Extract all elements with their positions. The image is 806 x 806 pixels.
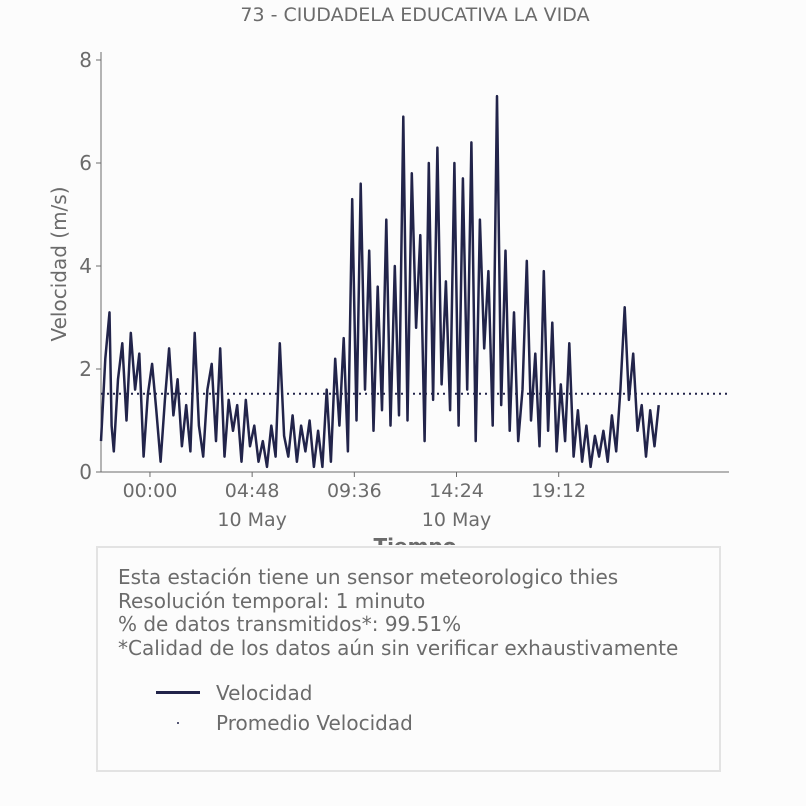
info-text: Esta estación tiene un sensor meteorolog… <box>118 565 679 660</box>
y-tick-label: 2 <box>79 357 92 381</box>
legend-item-promedio: Promedio Velocidad <box>156 711 413 735</box>
y-tick-label: 0 <box>79 460 92 484</box>
legend-label-velocidad: Velocidad <box>216 681 313 705</box>
info-quality-line: *Calidad de los datos aún sin verificar … <box>118 635 679 660</box>
x-axis-label: Tiempo <box>374 534 457 545</box>
legend-dot-swatch <box>156 711 200 735</box>
info-transmitted-line: % de datos transmitidos*: 99.51% <box>118 612 462 636</box>
chart-title: 73 - CIUDADELA EDUCATIVA LA VIDA <box>240 4 589 26</box>
chart: 73 - CIUDADELA EDUCATIVA LA VIDA Velocid… <box>47 4 729 545</box>
y-tick-label: 6 <box>79 151 92 175</box>
x-tick-label: 00:00 <box>123 480 178 502</box>
velocity-line <box>99 94 660 469</box>
x-tick-date-label: 10 May <box>422 509 492 531</box>
info-sensor-line: Esta estación tiene un sensor meteorolog… <box>118 565 619 589</box>
legend-line-swatch <box>156 681 200 705</box>
x-tick-date-label: 10 May <box>217 509 287 531</box>
info-box: Esta estación tiene un sensor meteorolog… <box>96 546 721 772</box>
x-tick-label: 04:48 <box>225 480 280 502</box>
legend-label-promedio: Promedio Velocidad <box>216 711 413 735</box>
y-tick-label: 4 <box>79 254 92 278</box>
x-tick-label: 19:12 <box>531 480 586 502</box>
info-resolution-line: Resolución temporal: 1 minuto <box>118 588 426 613</box>
legend-item-velocidad: Velocidad <box>156 681 312 705</box>
x-tick-label: 09:36 <box>327 480 382 502</box>
y-tick-label: 8 <box>79 48 92 72</box>
x-tick-label: 14:24 <box>429 480 484 502</box>
y-axis-label: Velocidad (m/s) <box>47 186 71 341</box>
